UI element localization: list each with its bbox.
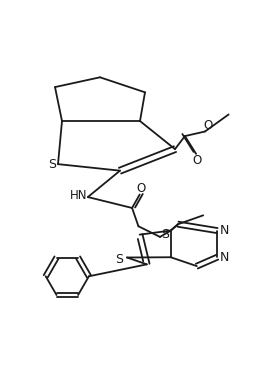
Text: O: O (203, 119, 212, 132)
Text: O: O (136, 182, 146, 194)
Text: N: N (220, 224, 229, 237)
Text: O: O (193, 154, 202, 167)
Text: S: S (162, 228, 170, 242)
Text: S: S (48, 158, 56, 171)
Text: HN: HN (70, 189, 87, 202)
Text: N: N (220, 251, 229, 264)
Text: S: S (115, 253, 123, 266)
